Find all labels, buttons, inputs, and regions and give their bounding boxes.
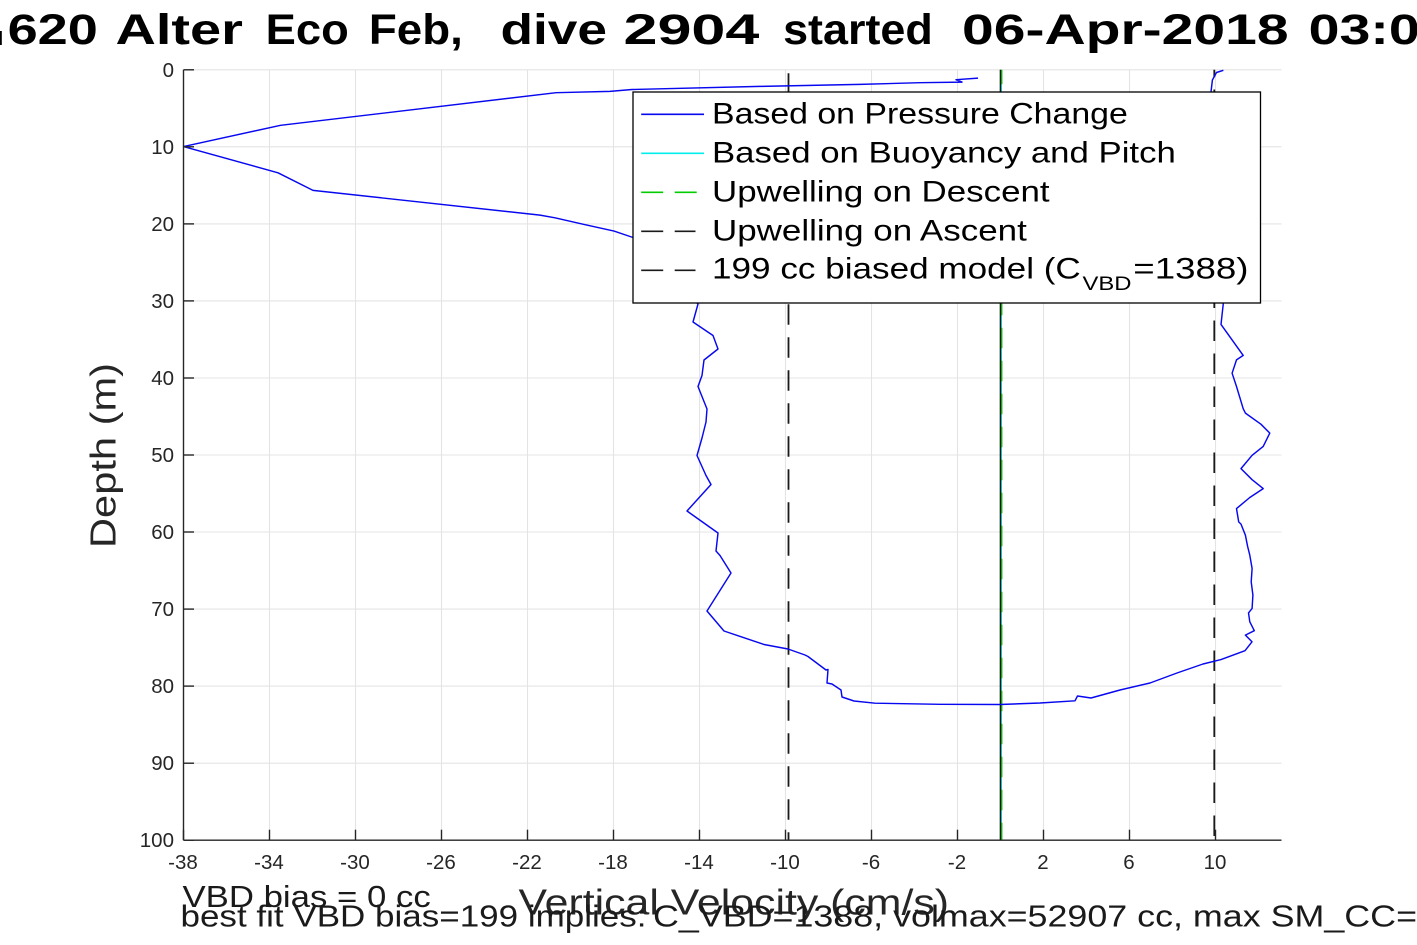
svg-text:Alter: Alter — [116, 7, 243, 54]
svg-text:80: 80 — [151, 675, 174, 698]
svg-text:VBD: VBD — [1083, 274, 1132, 295]
svg-text:10: 10 — [1204, 851, 1227, 874]
svg-text:-22: -22 — [512, 851, 542, 874]
svg-text:Upwelling on Descent: Upwelling on Descent — [712, 176, 1050, 209]
svg-text:50: 50 — [151, 444, 174, 467]
svg-text:-34: -34 — [254, 851, 284, 874]
svg-text:20: 20 — [151, 213, 174, 236]
svg-text:10: 10 — [151, 136, 174, 159]
svg-text:70: 70 — [151, 598, 174, 621]
svg-text:-10: -10 — [770, 851, 800, 874]
svg-text:-18: -18 — [598, 851, 628, 874]
svg-text:03:05: 03:05 — [1309, 7, 1417, 54]
svg-text:40: 40 — [151, 367, 174, 390]
svg-text:started: started — [783, 7, 933, 54]
svg-text:-38: -38 — [168, 851, 198, 874]
svg-text:Based on Pressure Change: Based on Pressure Change — [712, 98, 1128, 131]
svg-text:06-Apr-2018: 06-Apr-2018 — [962, 7, 1289, 54]
svg-text:Depth (m): Depth (m) — [83, 363, 124, 548]
svg-text:Eco: Eco — [266, 7, 349, 54]
svg-text:C_VBD=1388, volmax=52907 cc, m: C_VBD=1388, volmax=52907 cc, max SM_CC= — [653, 899, 1417, 934]
svg-text:dive: dive — [501, 7, 608, 54]
svg-text:=1388): =1388) — [1133, 253, 1248, 286]
svg-text:-6: -6 — [862, 851, 880, 874]
svg-text:6: 6 — [1123, 851, 1134, 874]
svg-text:2904: 2904 — [624, 7, 760, 54]
svg-text:best fit VBD bias=199 implies:: best fit VBD bias=199 implies: — [181, 899, 647, 934]
svg-text:Vertical Velocity (cm/s): Vertical Velocity (cm/s) — [519, 882, 950, 923]
svg-text:Based on Buoyancy and Pitch: Based on Buoyancy and Pitch — [712, 137, 1176, 170]
svg-text:-26: -26 — [426, 851, 456, 874]
svg-text:-2: -2 — [948, 851, 966, 874]
svg-text:Upwelling on Ascent: Upwelling on Ascent — [712, 215, 1028, 248]
svg-text:VBD bias = 0 cc: VBD bias = 0 cc — [183, 879, 431, 914]
svg-text:30: 30 — [151, 290, 174, 313]
svg-text:90: 90 — [151, 752, 174, 775]
svg-text:-14: -14 — [684, 851, 714, 874]
svg-text:0: 0 — [163, 59, 174, 82]
svg-text:Feb,: Feb, — [369, 7, 463, 54]
svg-text:100: 100 — [140, 829, 174, 852]
svg-text:60: 60 — [151, 521, 174, 544]
svg-text:-30: -30 — [340, 851, 370, 874]
svg-text:199 cc biased model (C: 199 cc biased model (C — [712, 253, 1081, 286]
svg-text:2: 2 — [1037, 851, 1048, 874]
svg-text:620: 620 — [8, 7, 98, 54]
